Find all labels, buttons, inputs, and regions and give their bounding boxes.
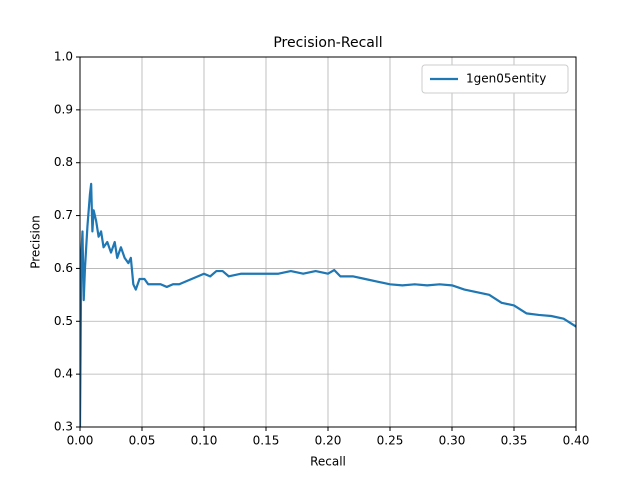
legend-label: 1gen05entity bbox=[466, 72, 546, 86]
y-tick-label: 0.7 bbox=[54, 208, 73, 222]
y-axis-label: Precision bbox=[29, 215, 43, 269]
y-tick-label: 0.6 bbox=[54, 261, 73, 275]
y-tick-label: 0.4 bbox=[54, 367, 73, 381]
plot-frame bbox=[79, 56, 577, 428]
x-tick-label: 0.30 bbox=[439, 434, 466, 448]
x-tick-label: 0.00 bbox=[67, 434, 94, 448]
x-tick-label: 0.40 bbox=[563, 434, 590, 448]
y-tick-label: 1.0 bbox=[54, 50, 73, 64]
x-tick-label: 0.05 bbox=[129, 434, 156, 448]
legend-box bbox=[421, 64, 569, 94]
x-tick-label: 0.35 bbox=[501, 434, 528, 448]
chart-title: Precision-Recall bbox=[273, 35, 382, 51]
series-line bbox=[80, 182, 576, 427]
x-tick-label: 0.15 bbox=[253, 434, 280, 448]
y-tick-label: 0.5 bbox=[54, 314, 73, 328]
y-tick-label: 0.9 bbox=[54, 102, 73, 116]
y-tick-label: 0.3 bbox=[54, 420, 73, 434]
x-tick-label: 0.25 bbox=[377, 434, 404, 448]
y-tick-label: 0.8 bbox=[54, 155, 73, 169]
x-tick-label: 0.20 bbox=[315, 434, 342, 448]
x-axis-label: Recall bbox=[310, 455, 346, 469]
x-tick-label: 0.10 bbox=[191, 434, 218, 448]
